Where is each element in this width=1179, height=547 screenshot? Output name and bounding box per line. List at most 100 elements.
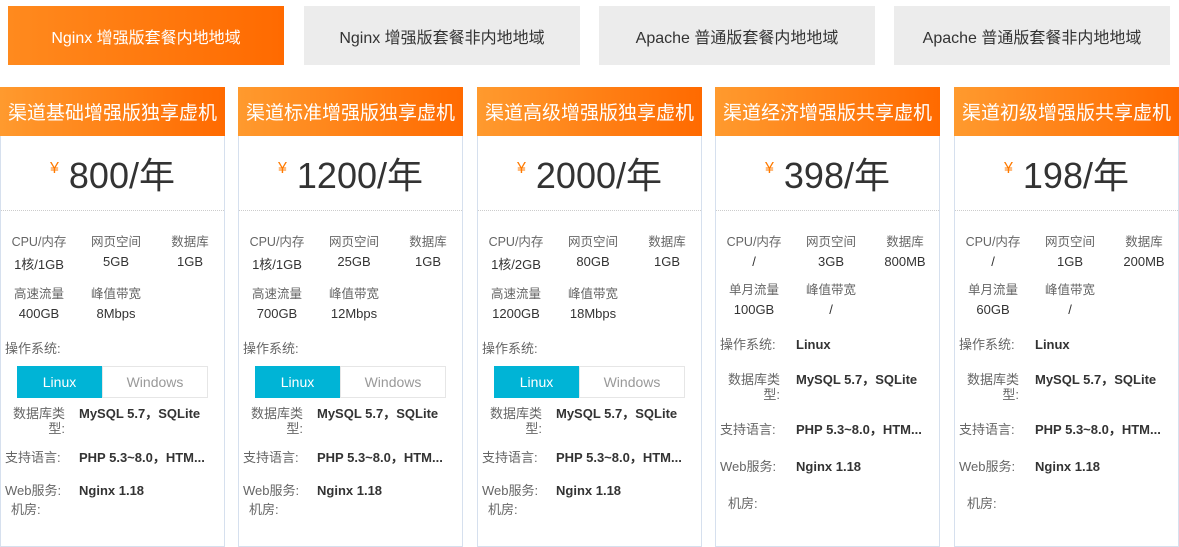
- websvc-value: Nginx 1.18: [1035, 459, 1101, 474]
- lang-value: PHP 5.3~8.0，HTM...: [556, 450, 682, 465]
- websvc-label: Web服务:: [720, 459, 777, 474]
- dbtype-value: MySQL 5.7，SQLite: [317, 406, 439, 421]
- spec-db: 200MB: [1123, 254, 1165, 269]
- websvc-label: Web服务:: [243, 483, 300, 498]
- plan-title: 渠道经济增强版共享虚机: [715, 87, 940, 136]
- spec-label: 单月流量: [967, 283, 1018, 297]
- spec-label: 峰值带宽: [1044, 283, 1095, 297]
- dbtype-value: MySQL 5.7，SQLite: [79, 406, 201, 421]
- websvc-value: Nginx 1.18: [556, 483, 622, 498]
- spec-label: 峰值带宽: [567, 287, 618, 301]
- tab-2[interactable]: Apache 普通版套餐内地地域: [599, 6, 875, 65]
- spec-label: 高速流量: [13, 287, 64, 301]
- price-amount: 800/年: [68, 155, 175, 196]
- price-amount: 1200/年: [296, 155, 423, 196]
- os-label: 操作系统:: [720, 337, 776, 352]
- dbtype-value: MySQL 5.7，SQLite: [1035, 372, 1157, 387]
- os-linux-button[interactable]: Linux: [17, 366, 102, 398]
- spec-peak: /: [1068, 302, 1072, 317]
- spec-label: 高速流量: [490, 287, 541, 301]
- lang-value: PHP 5.3~8.0，HTM...: [79, 450, 205, 465]
- spec-traffic: 400GB: [18, 306, 60, 321]
- spec-traffic: 100GB: [733, 302, 775, 317]
- spec-label: 数据库: [648, 235, 686, 249]
- spec-web: 25GB: [337, 254, 371, 269]
- currency-symbol: ¥: [1004, 160, 1013, 177]
- spec-db: 1GB: [176, 254, 203, 269]
- currency-symbol: ¥: [517, 160, 526, 177]
- lang-value: PHP 5.3~8.0，HTM...: [317, 450, 443, 465]
- websvc-value: Nginx 1.18: [317, 483, 383, 498]
- plan-card: 渠道高级增强版独享虚机 ¥2000/年 CPU/内存 网页空间 数据库 1核/2GB…: [477, 87, 702, 547]
- spec-label: 数据库: [1125, 235, 1163, 249]
- tab-1[interactable]: Nginx 增强版套餐非内地地域: [304, 6, 580, 65]
- spec-label: CPU/内存: [726, 235, 782, 249]
- os-value: Linux: [796, 337, 831, 352]
- os-linux-button[interactable]: Linux: [255, 366, 340, 398]
- price: ¥2000/年: [478, 136, 701, 211]
- spec-label: 网页空间: [328, 235, 379, 249]
- spec-web: 5GB: [102, 254, 129, 269]
- price: ¥198/年: [955, 136, 1178, 211]
- spec-web: 80GB: [576, 254, 610, 269]
- room-label: 机房:: [728, 496, 758, 511]
- spec-peak: 18Mbps: [569, 306, 617, 321]
- price: ¥1200/年: [239, 136, 462, 211]
- spec-label: 数据库: [171, 235, 209, 249]
- spec-label: 峰值带宽: [328, 287, 379, 301]
- websvc-value: Nginx 1.18: [79, 483, 145, 498]
- room-label: 机房:: [967, 496, 997, 511]
- spec-label: 网页空间: [567, 235, 618, 249]
- plan-title: 渠道初级增强版共享虚机: [954, 87, 1179, 136]
- os-label: 操作系统:: [5, 341, 61, 356]
- lang-label: 支持语言:: [5, 450, 61, 465]
- price-amount: 2000/年: [535, 155, 662, 196]
- spec-peak: 12Mbps: [330, 306, 378, 321]
- spec-web: 1GB: [1056, 254, 1083, 269]
- spec-web: 3GB: [817, 254, 844, 269]
- spec-label: 网页空间: [90, 235, 141, 249]
- room-label: 机房:: [11, 502, 41, 517]
- os-windows-button[interactable]: Windows: [579, 366, 685, 398]
- spec-db: 800MB: [884, 254, 926, 269]
- os-windows-button[interactable]: Windows: [340, 366, 446, 398]
- websvc-value: Nginx 1.18: [796, 459, 862, 474]
- spec-label: CPU/内存: [249, 235, 305, 249]
- os-linux-button[interactable]: Linux: [494, 366, 579, 398]
- spec-cpu: 1核/2GB: [491, 257, 541, 272]
- lang-label: 支持语言:: [959, 422, 1015, 437]
- plan-card: 渠道经济增强版共享虚机 ¥398/年 CPU/内存 网页空间 数据库 / 3GB 800…: [715, 87, 940, 547]
- spec-traffic: 1200GB: [492, 306, 540, 321]
- spec-peak: 8Mbps: [96, 306, 136, 321]
- dbtype-value: MySQL 5.7，SQLite: [556, 406, 678, 421]
- spec-label: 峰值带宽: [90, 287, 141, 301]
- spec-cpu: /: [752, 254, 756, 269]
- spec-cpu: /: [991, 254, 995, 269]
- tab-3[interactable]: Apache 普通版套餐非内地地域: [894, 6, 1170, 65]
- os-label: 操作系统:: [243, 341, 299, 356]
- plan-title: 渠道基础增强版独享虚机: [0, 87, 225, 136]
- tab-0[interactable]: Nginx 增强版套餐内地地域: [8, 6, 284, 65]
- os-windows-button[interactable]: Windows: [102, 366, 208, 398]
- os-value: Linux: [1035, 337, 1070, 352]
- lang-label: 支持语言:: [243, 450, 299, 465]
- websvc-label: Web服务:: [5, 483, 62, 498]
- plan-card: 渠道初级增强版共享虚机 ¥198/年 CPU/内存 网页空间 数据库 / 1GB 200…: [954, 87, 1179, 547]
- os-label: 操作系统:: [959, 337, 1015, 352]
- currency-symbol: ¥: [278, 160, 287, 177]
- price: ¥800/年: [1, 136, 224, 211]
- dbtype-label: 数据库类型:: [727, 372, 780, 402]
- spec-traffic: 700GB: [256, 306, 298, 321]
- lang-label: 支持语言:: [720, 422, 776, 437]
- spec-db: 1GB: [653, 254, 680, 269]
- spec-peak: /: [829, 302, 833, 317]
- plan-title: 渠道标准增强版独享虚机: [238, 87, 463, 136]
- room-label: 机房:: [488, 502, 518, 517]
- spec-traffic: 60GB: [976, 302, 1010, 317]
- spec-label: 高速流量: [251, 287, 302, 301]
- spec-label: CPU/内存: [488, 235, 544, 249]
- room-label: 机房:: [249, 502, 279, 517]
- dbtype-label: 数据库类型:: [250, 406, 303, 436]
- dbtype-label: 数据库类型:: [966, 372, 1019, 402]
- lang-value: PHP 5.3~8.0，HTM...: [796, 422, 922, 437]
